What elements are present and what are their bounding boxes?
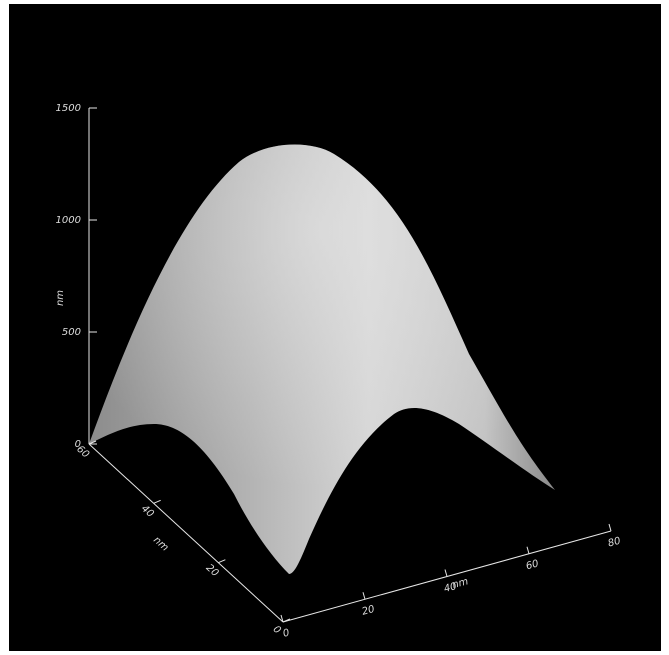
y-tick-1 bbox=[218, 559, 226, 564]
y-tick-label-1: 20 bbox=[204, 562, 221, 579]
y-tick-label-0: 0 bbox=[271, 624, 283, 636]
x-tick-label-2: 40 bbox=[443, 581, 458, 595]
x-ticks: 0 20 40 60 80 bbox=[280, 523, 622, 640]
x-tick-1 bbox=[362, 592, 366, 600]
y-tick-0 bbox=[282, 618, 291, 623]
x-tick-3 bbox=[526, 546, 530, 554]
z-tick-label-0: 0 bbox=[75, 439, 81, 450]
x-tick-2 bbox=[444, 569, 448, 577]
x-axis-label: nm bbox=[451, 576, 470, 591]
y-axis-label: nm bbox=[151, 535, 171, 554]
x-tick-label-4: 80 bbox=[607, 536, 622, 550]
surface-highlight bbox=[89, 144, 555, 574]
z-axis-label: nm bbox=[55, 290, 66, 306]
y-axis-line bbox=[88, 443, 284, 623]
z-tick-label-3: 1500 bbox=[56, 103, 81, 114]
z-tick-label-1: 500 bbox=[62, 327, 81, 338]
x-tick-label-3: 60 bbox=[525, 558, 540, 572]
x-tick-4 bbox=[608, 523, 612, 532]
surface-plot: 0 500 1000 1500 0 20 40 60 80 0 20 40 60 nm nm nm bbox=[55, 103, 622, 640]
y-tick-2 bbox=[153, 499, 161, 504]
plot-frame: 0 500 1000 1500 0 20 40 60 80 0 20 40 60 nm nm nm bbox=[9, 4, 661, 651]
x-tick-label-0: 0 bbox=[282, 627, 291, 639]
x-tick-label-1: 20 bbox=[361, 604, 376, 618]
z-ticks: 0 500 1000 1500 bbox=[56, 103, 97, 450]
z-tick-label-2: 1000 bbox=[56, 215, 81, 226]
y-tick-3 bbox=[88, 440, 97, 445]
x-tick-0 bbox=[280, 614, 284, 623]
y-tick-label-2: 40 bbox=[139, 503, 156, 520]
